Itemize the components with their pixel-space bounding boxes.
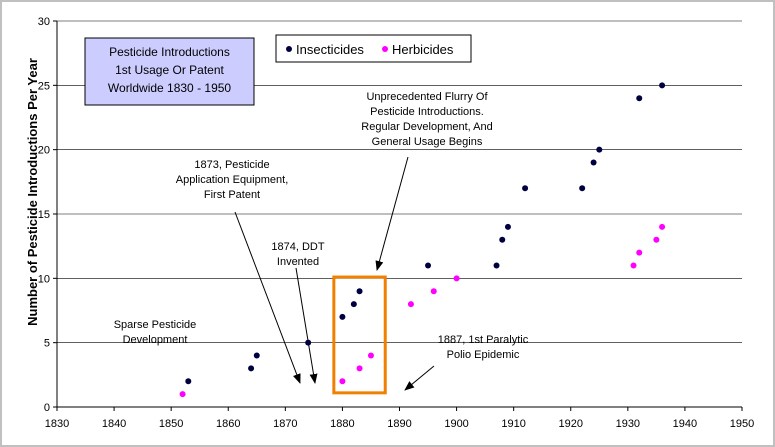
x-tick-label-1890: 1890 [387, 418, 411, 430]
data-points [179, 82, 666, 398]
point-insecticides-1883 [356, 288, 363, 295]
point-insecticides-1874 [305, 339, 312, 346]
legend-label-insecticides: Insecticides [296, 42, 364, 57]
point-herbicides-1935 [653, 236, 660, 243]
point-herbicides-1900 [453, 275, 460, 282]
annotation-ddt-line-2: Invented [277, 256, 319, 268]
title-line-3: Worldwide 1830 - 1950 [108, 81, 232, 95]
legend-marker-insecticides [286, 46, 292, 52]
annotation-equip-line-1: 1873, Pesticide [194, 159, 269, 171]
point-herbicides-1931 [630, 262, 637, 269]
legend: Insecticides Herbicides [275, 34, 472, 63]
point-insecticides-1924 [590, 159, 597, 166]
y-tick-label-15: 15 [38, 209, 50, 221]
annotations: Sparse Pesticide Development 1873, Pestici… [114, 91, 529, 361]
annotation-equip-line-3: First Patent [204, 189, 260, 201]
legend-marker-herbicides [382, 46, 388, 52]
annotation-arrows [234, 156, 435, 391]
y-tick-label-5: 5 [44, 338, 50, 350]
x-tick-label-1880: 1880 [330, 418, 354, 430]
point-insecticides-1936 [659, 82, 666, 89]
y-tick-label-0: 0 [44, 402, 50, 414]
x-tick-label-1830: 1830 [45, 418, 69, 430]
arrow-equip [234, 211, 301, 384]
annotation-polio-line-1: 1887, 1st Paralytic [438, 334, 529, 346]
point-insecticides-1908 [499, 236, 506, 243]
annotation-flurry-line-1: Unprecedented Flurry Of [366, 91, 488, 103]
x-tick-label-1850: 1850 [159, 418, 183, 430]
point-herbicides-1936 [659, 223, 666, 230]
point-herbicides-1852 [179, 391, 186, 398]
point-insecticides-1922 [579, 185, 586, 192]
x-tick-label-1870: 1870 [273, 418, 297, 430]
x-tick-label-1910: 1910 [501, 418, 525, 430]
annotation-sparse-line-1: Sparse Pesticide [114, 319, 197, 331]
point-insecticides-1864 [248, 365, 255, 372]
arrow-flurry [375, 156, 409, 271]
annotation-equip-line-2: Application Equipment, [176, 174, 289, 186]
x-tick-label-1900: 1900 [444, 418, 468, 430]
x-tick-label-1840: 1840 [102, 418, 126, 430]
point-insecticides-1895 [425, 262, 432, 269]
flurry-highlight-rect [332, 275, 387, 395]
x-tick-labels: 1830 1840 1850 1860 1870 1880 1890 1900 1910 1920… [45, 407, 754, 430]
annotation-flurry-line-2: Pesticide Introductions. [370, 106, 484, 118]
y-axis-label: Number of Pesticide Introductions Per Ye… [25, 58, 40, 326]
point-insecticides-1907 [493, 262, 500, 269]
point-insecticides-1853 [185, 378, 192, 385]
point-insecticides-1880 [339, 313, 346, 320]
annotation-sparse-line-2: Development [123, 334, 188, 346]
point-herbicides-1892 [407, 301, 414, 308]
legend-label-herbicides: Herbicides [392, 42, 454, 57]
annotation-ddt-line-1: 1874, DDT [271, 241, 324, 253]
title-box: Pesticide Introductions 1st Usage Or Pat… [84, 37, 255, 106]
y-tick-labels: 0 5 10 15 20 25 30 [38, 16, 57, 414]
y-tick-label-30: 30 [38, 16, 50, 28]
y-tick-label-20: 20 [38, 145, 50, 157]
point-insecticides-1912 [522, 185, 529, 192]
y-tick-label-25: 25 [38, 80, 50, 92]
point-insecticides-1882 [350, 301, 357, 308]
annotation-flurry-line-3: Regular Development, And [361, 121, 492, 133]
title-line-2: 1st Usage Or Patent [115, 63, 224, 77]
x-tick-label-1930: 1930 [616, 418, 640, 430]
arrow-polio [404, 365, 435, 391]
annotation-flurry-line-4: General Usage Begins [372, 136, 483, 148]
point-insecticides-1865 [253, 352, 260, 359]
point-insecticides-1909 [504, 223, 511, 230]
point-herbicides-1885 [367, 352, 374, 359]
point-herbicides-1932 [636, 249, 643, 256]
title-line-1: Pesticide Introductions [109, 45, 230, 59]
point-insecticides-1932 [636, 95, 643, 102]
point-herbicides-1880 [339, 378, 346, 385]
y-tick-label-10: 10 [38, 273, 50, 285]
arrow-ddt [295, 267, 318, 384]
x-tick-label-1950: 1950 [730, 418, 754, 430]
point-herbicides-1883 [356, 365, 363, 372]
point-herbicides-1896 [430, 288, 437, 295]
point-insecticides-1925 [596, 146, 603, 153]
x-tick-label-1920: 1920 [559, 418, 583, 430]
x-tick-label-1860: 1860 [216, 418, 240, 430]
x-tick-label-1940: 1940 [673, 418, 697, 430]
highlight-box [332, 275, 387, 395]
annotation-polio-line-2: Polio Epidemic [447, 349, 520, 361]
